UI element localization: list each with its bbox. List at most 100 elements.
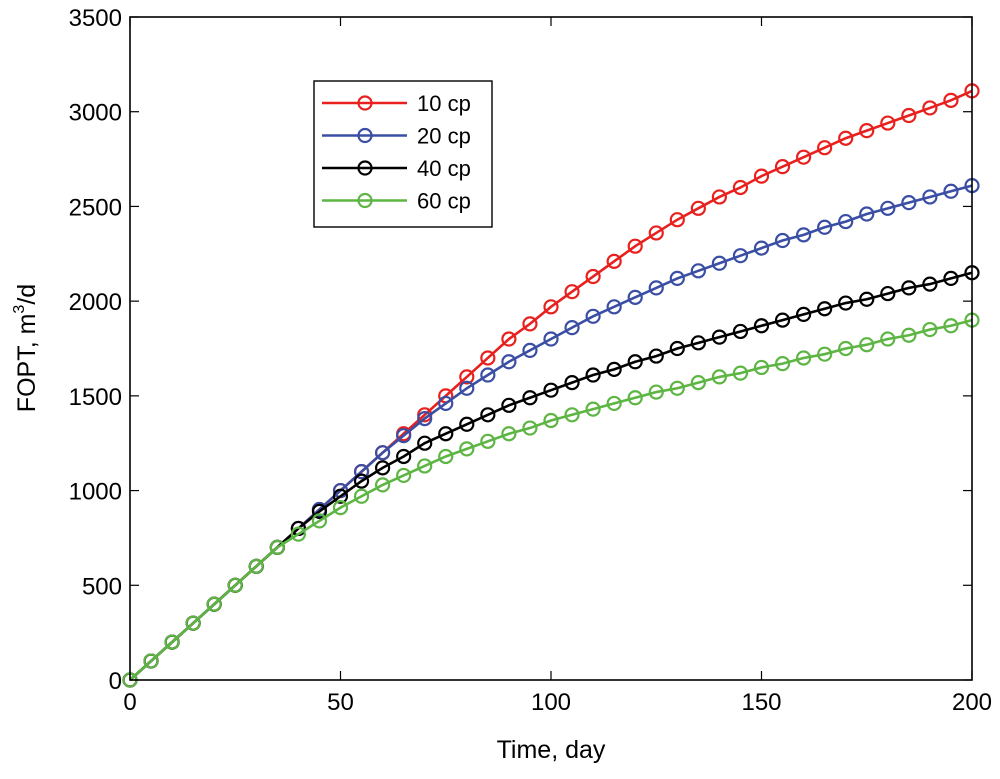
y-tick-label: 0 — [109, 668, 122, 695]
data-point — [543, 412, 559, 429]
data-point — [817, 301, 833, 317]
data-point — [417, 435, 433, 451]
data-point — [732, 179, 749, 196]
y-axis-title-tail: /d — [13, 284, 41, 305]
data-point — [648, 280, 664, 296]
data-point — [501, 331, 517, 347]
series-line — [129, 271, 973, 681]
data-point — [880, 285, 896, 302]
x-axis-title: Time, day — [497, 736, 606, 764]
series-line — [129, 318, 973, 681]
data-point — [543, 299, 559, 315]
data-point — [732, 365, 749, 381]
data-point — [459, 369, 475, 385]
data-point — [501, 426, 517, 442]
data-point — [438, 426, 454, 442]
data-point — [522, 420, 538, 436]
data-point — [795, 227, 812, 243]
data-point — [922, 321, 938, 338]
data-point — [606, 395, 622, 412]
legend-box — [313, 80, 493, 228]
data-point — [943, 318, 959, 334]
data-point — [880, 200, 896, 216]
data-point — [774, 356, 791, 372]
data-point — [269, 539, 285, 556]
data-point — [564, 320, 580, 336]
data-point — [943, 270, 959, 287]
y-tick-label: 500 — [82, 573, 122, 600]
data-point — [922, 189, 938, 205]
data-point — [353, 473, 370, 489]
y-tick-label: 3000 — [69, 100, 122, 127]
data-point — [375, 460, 391, 476]
legend-entry: 10 cp — [322, 91, 471, 116]
data-point — [248, 558, 264, 574]
data-point — [543, 331, 559, 347]
data-point — [585, 308, 601, 324]
data-point — [648, 348, 664, 364]
x-tick-label: 50 — [327, 689, 354, 716]
data-point — [943, 92, 959, 108]
x-tick-label: 150 — [741, 689, 781, 716]
data-point — [732, 323, 749, 340]
data-point — [438, 448, 454, 465]
data-point — [901, 327, 917, 343]
data-point — [669, 212, 685, 228]
data-point — [838, 213, 854, 230]
data-point — [901, 195, 917, 211]
data-point — [859, 206, 875, 222]
data-point — [690, 200, 706, 216]
data-point — [438, 395, 454, 412]
data-point — [795, 350, 812, 366]
data-point — [753, 240, 770, 256]
series-line — [129, 89, 973, 681]
data-point — [480, 367, 496, 383]
data-point — [585, 268, 601, 285]
data-point — [396, 428, 412, 444]
data-point — [859, 291, 875, 307]
data-point — [690, 335, 706, 351]
data-point — [522, 316, 538, 332]
data-point — [922, 100, 938, 116]
y-axis-title-superscript: 3 — [11, 305, 28, 314]
legend-marker — [357, 127, 373, 144]
data-point — [417, 410, 433, 427]
data-point — [185, 615, 201, 631]
data-point — [901, 280, 917, 296]
data-point — [585, 401, 601, 417]
legend-marker — [357, 95, 373, 111]
data-point — [564, 375, 580, 391]
data-point — [501, 397, 517, 413]
data-point — [606, 253, 622, 269]
legend: 10 cp 20 cp 40 cp 60 cp — [313, 80, 493, 228]
data-point — [774, 232, 791, 249]
data-point — [459, 441, 475, 457]
data-point — [817, 219, 833, 235]
legend-marker — [357, 192, 373, 209]
data-point — [711, 189, 728, 205]
series-line — [129, 184, 973, 681]
data-point — [669, 340, 685, 357]
x-tick-label: 0 — [123, 689, 136, 716]
data-point — [396, 467, 412, 484]
data-point — [774, 159, 791, 175]
data-point — [627, 238, 643, 254]
data-point — [690, 263, 706, 279]
data-point — [838, 340, 854, 357]
data-point — [901, 107, 917, 124]
data-point — [311, 503, 328, 520]
legend-entry: 60 cp — [322, 189, 471, 214]
data-point — [227, 577, 243, 593]
data-point — [880, 331, 896, 347]
legend-label: 20 cp — [417, 124, 471, 149]
data-point — [459, 416, 475, 432]
legend-label: 10 cp — [417, 91, 471, 116]
y-axis-title-main: FOPT, m — [13, 314, 41, 413]
data-point — [480, 433, 496, 449]
data-point — [375, 477, 391, 493]
series-40-cp — [122, 265, 980, 688]
data-point — [795, 149, 812, 165]
series-10-cp — [122, 83, 980, 688]
